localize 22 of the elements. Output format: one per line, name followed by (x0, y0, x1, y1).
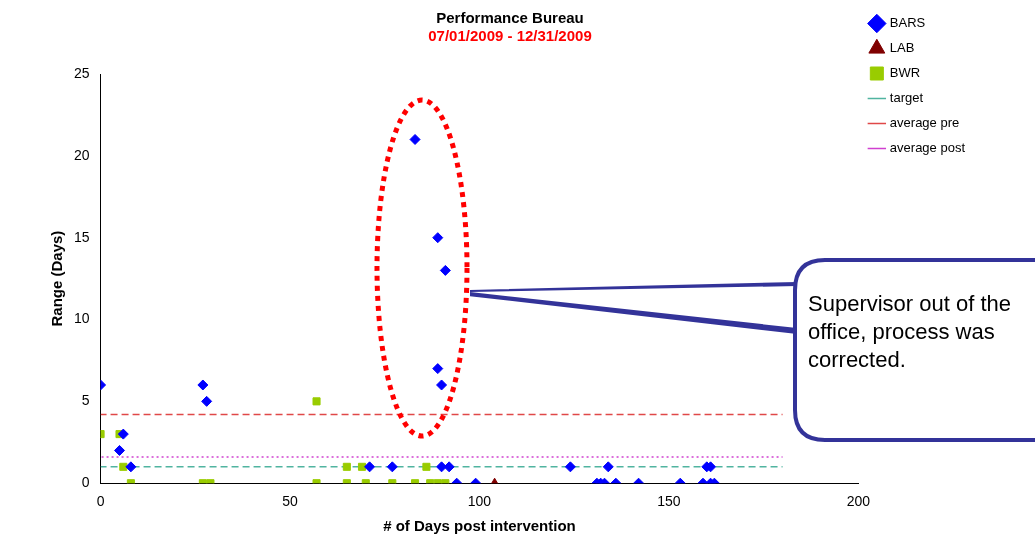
x-tick-label: 0 (96, 493, 105, 510)
x-tick-label: 100 (467, 493, 492, 510)
x-axis-title: # of Days post intervention (383, 517, 576, 535)
y-tick-label: 5 (81, 392, 90, 409)
legend-label: average pre (889, 115, 960, 131)
y-tick-label: 15 (73, 228, 90, 245)
y-tick-label: 25 (73, 64, 90, 81)
y-tick-label: 10 (73, 310, 90, 327)
legend-label: BWR (889, 65, 921, 81)
chart-title: Performance Bureau (436, 9, 584, 27)
y-axis-title: Range (Days) (48, 230, 66, 327)
legend-label: target (889, 90, 924, 106)
legend-label: average post (889, 140, 966, 156)
y-tick-label: 0 (81, 474, 90, 491)
x-tick-label: 200 (846, 493, 871, 510)
x-tick-label: 50 (282, 493, 299, 510)
chart-subtitle: 07/01/2009 - 12/31/2009 (428, 27, 592, 45)
legend-label: LAB (889, 40, 915, 56)
legend-label: BARS (889, 15, 926, 31)
annotation: Supervisor out of the office, process was corrected. (808, 290, 1012, 374)
y-tick-label: 20 (73, 146, 90, 163)
x-tick-label: 150 (657, 493, 681, 510)
